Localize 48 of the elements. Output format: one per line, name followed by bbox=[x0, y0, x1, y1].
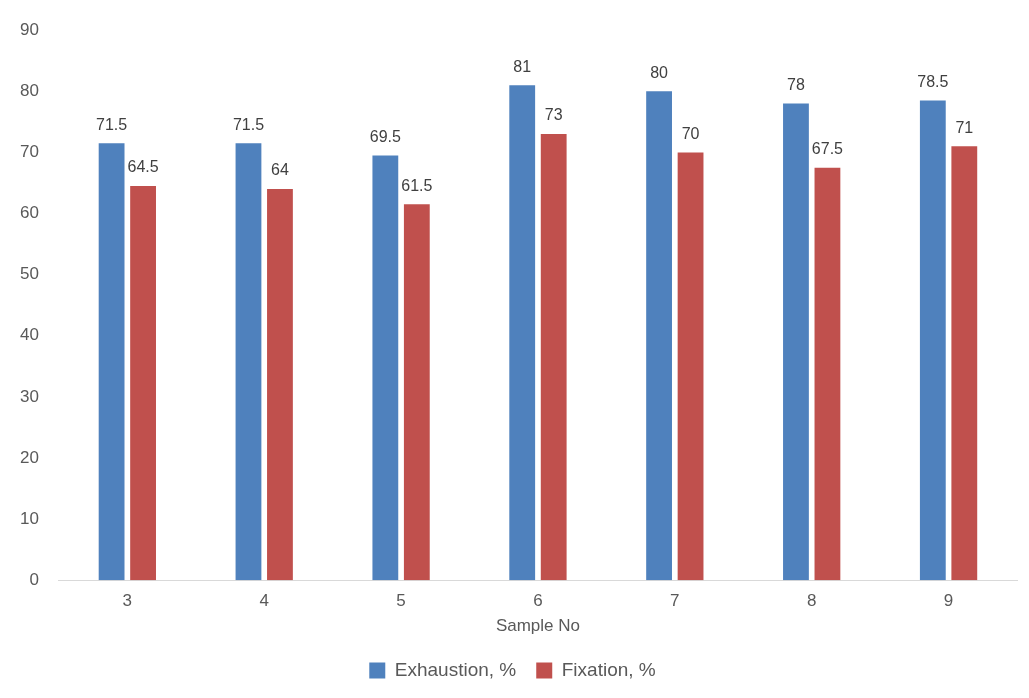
data-label: 61.5 bbox=[401, 176, 433, 194]
bar bbox=[267, 189, 293, 581]
x-tick-label: 3 bbox=[122, 591, 133, 611]
data-label: 73 bbox=[544, 106, 563, 124]
y-tick-label: 70 bbox=[19, 142, 39, 162]
data-label: 70 bbox=[681, 124, 700, 142]
bar bbox=[677, 152, 704, 581]
legend-label: Exhaustion, % bbox=[394, 658, 517, 680]
x-tick-label: 8 bbox=[806, 591, 817, 611]
y-tick-label: 10 bbox=[19, 508, 39, 528]
data-label: 69.5 bbox=[369, 127, 402, 145]
bar bbox=[646, 91, 672, 581]
x-tick-label: 6 bbox=[533, 591, 543, 611]
x-tick-label: 9 bbox=[943, 591, 954, 611]
x-tick-label: 7 bbox=[670, 591, 680, 611]
y-tick-label: 90 bbox=[19, 19, 39, 39]
bar bbox=[403, 204, 430, 581]
y-tick-label: 60 bbox=[19, 203, 39, 223]
y-tick-label: 80 bbox=[19, 81, 39, 100]
data-label: 64.5 bbox=[127, 158, 159, 176]
data-label: 81 bbox=[513, 57, 532, 75]
y-tick-label: 40 bbox=[19, 325, 39, 345]
bar bbox=[509, 85, 536, 581]
x-tick-label: 5 bbox=[396, 591, 406, 611]
bar bbox=[235, 143, 262, 581]
bar bbox=[130, 186, 156, 581]
data-label: 80 bbox=[650, 63, 669, 81]
data-label: 78 bbox=[787, 75, 805, 93]
bar bbox=[814, 167, 841, 581]
bar bbox=[372, 155, 399, 581]
bar bbox=[540, 134, 567, 581]
data-label: 71 bbox=[955, 118, 974, 136]
data-label: 71.5 bbox=[232, 115, 265, 133]
data-label: 64 bbox=[271, 161, 289, 179]
y-tick-label: 50 bbox=[19, 264, 39, 284]
y-tick-label: 30 bbox=[19, 386, 39, 406]
bar bbox=[919, 100, 946, 581]
data-label: 67.5 bbox=[811, 140, 844, 158]
y-tick-label: 20 bbox=[19, 447, 39, 467]
x-axis-title: Sample No bbox=[495, 616, 581, 636]
data-label: 71.5 bbox=[96, 115, 128, 133]
legend-label: Fixation, % bbox=[561, 658, 656, 680]
y-tick-label: 0 bbox=[29, 569, 39, 589]
bar bbox=[951, 146, 978, 581]
x-tick-label: 4 bbox=[259, 591, 269, 611]
bar bbox=[783, 103, 809, 581]
bar bbox=[98, 143, 125, 581]
data-label: 78.5 bbox=[917, 72, 949, 90]
